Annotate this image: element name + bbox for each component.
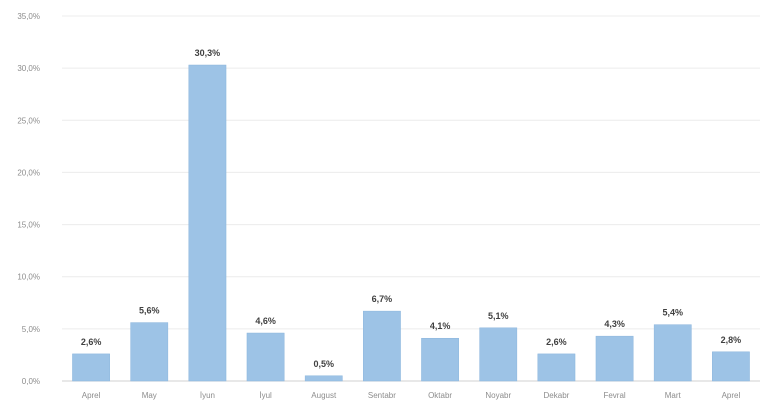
y-tick-label: 25,0% [17, 116, 40, 125]
bar [479, 327, 518, 382]
y-tick-label: 15,0% [17, 221, 40, 230]
bar [363, 310, 401, 382]
data-labels: 2,6% 5,6% 30,3% 4,6% 0,5% 6,7% 4,1% 5,1% 2,6% 4,3… [81, 48, 741, 369]
bar-value-label: 2,6% [546, 337, 567, 347]
bar [246, 332, 285, 382]
bar [537, 353, 576, 382]
x-tick-label: Fevral [603, 391, 625, 400]
bar [421, 337, 459, 382]
x-tick-label: Sentabr [368, 391, 396, 400]
bars [72, 64, 750, 382]
bar [72, 353, 110, 382]
bar-value-label: 6,7% [372, 294, 393, 304]
x-tick-label: Dekabr [544, 391, 570, 400]
grid-lines [62, 15, 760, 382]
bar-value-label: 4,3% [604, 319, 625, 329]
x-tick-label: Aprel [82, 391, 101, 400]
bar [595, 335, 634, 382]
y-tick-label: 10,0% [17, 273, 40, 282]
bar-value-label: 5,4% [662, 308, 683, 318]
bar-value-label: 30,3% [195, 48, 221, 58]
y-axis-tick-labels: 0,0% 5,0% 10,0% 15,0% 20,0% 25,0% 30,0% 35,0% [17, 12, 40, 386]
x-tick-label: Mart [665, 391, 682, 400]
x-tick-label: May [142, 391, 157, 400]
bar-value-label: 2,6% [81, 337, 102, 347]
bar-value-label: 5,6% [139, 306, 160, 316]
y-tick-label: 30,0% [17, 64, 40, 73]
bar-value-label: 4,6% [255, 316, 276, 326]
bar [188, 64, 227, 382]
x-tick-label: Aprel [722, 391, 741, 400]
bar-value-label: 4,1% [430, 321, 451, 331]
bar [304, 375, 343, 382]
x-tick-label: August [311, 391, 337, 400]
y-tick-label: 35,0% [17, 12, 40, 21]
x-axis-tick-labels: Aprel May İyun İyul August Sentabr Oktabr Noyab… [82, 391, 741, 400]
bar [130, 322, 169, 382]
bar [712, 351, 750, 382]
bar-value-label: 0,5% [313, 359, 334, 369]
bar-value-label: 5,1% [488, 311, 509, 321]
y-tick-label: 20,0% [17, 168, 40, 177]
y-tick-label: 5,0% [22, 325, 40, 334]
x-tick-label: Oktabr [428, 391, 452, 400]
bar [653, 324, 692, 382]
y-tick-label: 0,0% [22, 377, 40, 386]
x-tick-label: Noyabr [485, 391, 511, 400]
x-tick-label: İyul [259, 391, 272, 400]
bar-value-label: 2,8% [721, 335, 742, 345]
x-tick-label: İyun [200, 391, 215, 400]
